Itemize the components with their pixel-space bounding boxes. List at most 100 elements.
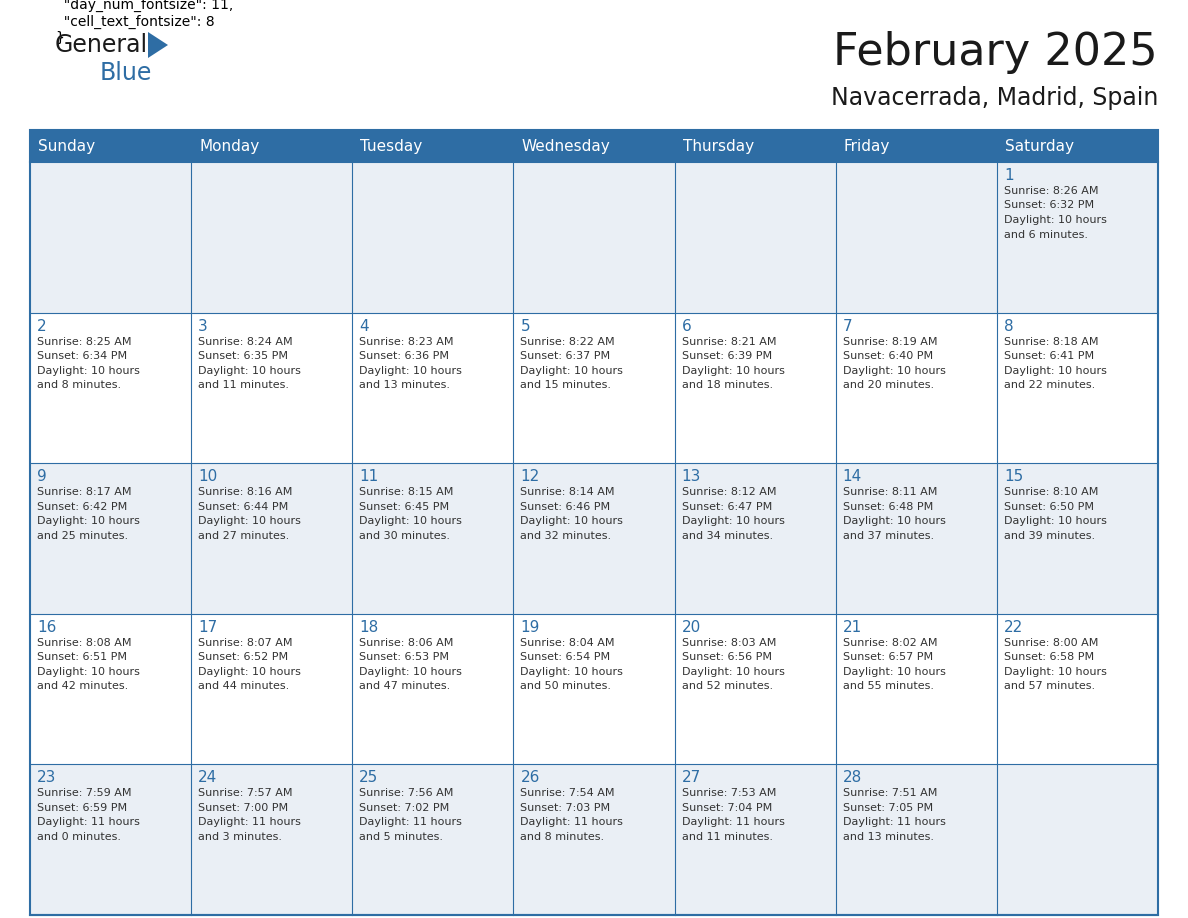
Text: Sunrise: 8:24 AM: Sunrise: 8:24 AM bbox=[198, 337, 292, 347]
Text: Daylight: 10 hours: Daylight: 10 hours bbox=[359, 365, 462, 375]
Text: and 5 minutes.: and 5 minutes. bbox=[359, 832, 443, 842]
Text: 28: 28 bbox=[842, 770, 862, 786]
Text: 12: 12 bbox=[520, 469, 539, 484]
Text: Sunrise: 8:10 AM: Sunrise: 8:10 AM bbox=[1004, 487, 1098, 498]
Text: 22: 22 bbox=[1004, 620, 1023, 635]
Text: Sunset: 6:50 PM: Sunset: 6:50 PM bbox=[1004, 502, 1094, 511]
Text: 6: 6 bbox=[682, 319, 691, 333]
Text: 24: 24 bbox=[198, 770, 217, 786]
Text: Sunrise: 8:26 AM: Sunrise: 8:26 AM bbox=[1004, 186, 1099, 196]
Bar bbox=[30, 464, 191, 614]
Text: 5: 5 bbox=[520, 319, 530, 333]
Text: Daylight: 11 hours: Daylight: 11 hours bbox=[198, 817, 301, 827]
Text: Daylight: 10 hours: Daylight: 10 hours bbox=[1004, 666, 1107, 677]
Text: Daylight: 11 hours: Daylight: 11 hours bbox=[520, 817, 624, 827]
Text: Sunset: 7:03 PM: Sunset: 7:03 PM bbox=[520, 803, 611, 813]
Bar bbox=[30, 313, 191, 464]
Bar bbox=[675, 313, 835, 464]
Text: 2: 2 bbox=[37, 319, 46, 333]
Text: Daylight: 10 hours: Daylight: 10 hours bbox=[520, 516, 624, 526]
Bar bbox=[353, 313, 513, 464]
Text: 18: 18 bbox=[359, 620, 379, 635]
Bar bbox=[835, 614, 997, 765]
Text: Sunset: 6:56 PM: Sunset: 6:56 PM bbox=[682, 653, 771, 662]
Bar bbox=[997, 130, 1158, 162]
Text: Daylight: 10 hours: Daylight: 10 hours bbox=[842, 365, 946, 375]
Text: Sunset: 6:51 PM: Sunset: 6:51 PM bbox=[37, 653, 127, 662]
Text: Friday: Friday bbox=[843, 139, 890, 153]
Text: 25: 25 bbox=[359, 770, 379, 786]
Bar bbox=[353, 464, 513, 614]
Text: Sunrise: 8:08 AM: Sunrise: 8:08 AM bbox=[37, 638, 132, 648]
Text: and 52 minutes.: and 52 minutes. bbox=[682, 681, 772, 691]
Text: Sunset: 6:32 PM: Sunset: 6:32 PM bbox=[1004, 200, 1094, 210]
Text: 3: 3 bbox=[198, 319, 208, 333]
Text: Sunrise: 7:53 AM: Sunrise: 7:53 AM bbox=[682, 789, 776, 799]
Text: Sunset: 6:34 PM: Sunset: 6:34 PM bbox=[37, 351, 127, 361]
Text: Sunrise: 8:03 AM: Sunrise: 8:03 AM bbox=[682, 638, 776, 648]
Text: and 6 minutes.: and 6 minutes. bbox=[1004, 230, 1088, 240]
Text: Sunset: 6:53 PM: Sunset: 6:53 PM bbox=[359, 653, 449, 662]
Text: 15: 15 bbox=[1004, 469, 1023, 484]
Text: Sunrise: 8:21 AM: Sunrise: 8:21 AM bbox=[682, 337, 776, 347]
Bar bbox=[30, 130, 1158, 915]
Text: and 11 minutes.: and 11 minutes. bbox=[198, 380, 289, 390]
Text: Daylight: 10 hours: Daylight: 10 hours bbox=[359, 666, 462, 677]
Text: and 50 minutes.: and 50 minutes. bbox=[520, 681, 612, 691]
Text: Daylight: 10 hours: Daylight: 10 hours bbox=[37, 666, 140, 677]
Bar bbox=[997, 614, 1158, 765]
Bar bbox=[513, 464, 675, 614]
Text: Thursday: Thursday bbox=[683, 139, 753, 153]
Text: Daylight: 11 hours: Daylight: 11 hours bbox=[842, 817, 946, 827]
Text: Sunrise: 8:17 AM: Sunrise: 8:17 AM bbox=[37, 487, 132, 498]
Text: Daylight: 10 hours: Daylight: 10 hours bbox=[1004, 365, 1107, 375]
Bar bbox=[191, 614, 353, 765]
Text: 7: 7 bbox=[842, 319, 852, 333]
Bar bbox=[191, 765, 353, 915]
Text: Sunset: 6:47 PM: Sunset: 6:47 PM bbox=[682, 502, 772, 511]
Text: and 55 minutes.: and 55 minutes. bbox=[842, 681, 934, 691]
Bar bbox=[191, 130, 353, 162]
Text: Sunrise: 7:51 AM: Sunrise: 7:51 AM bbox=[842, 789, 937, 799]
Text: and 8 minutes.: and 8 minutes. bbox=[37, 380, 121, 390]
Text: 16: 16 bbox=[37, 620, 56, 635]
Text: Sunset: 6:36 PM: Sunset: 6:36 PM bbox=[359, 351, 449, 361]
Text: Sunset: 6:59 PM: Sunset: 6:59 PM bbox=[37, 803, 127, 813]
Text: Navacerrada, Madrid, Spain: Navacerrada, Madrid, Spain bbox=[830, 86, 1158, 110]
Text: Daylight: 10 hours: Daylight: 10 hours bbox=[1004, 215, 1107, 225]
Text: Sunset: 6:48 PM: Sunset: 6:48 PM bbox=[842, 502, 933, 511]
Text: 9: 9 bbox=[37, 469, 46, 484]
Text: Blue: Blue bbox=[100, 61, 152, 85]
Bar bbox=[30, 162, 191, 313]
Bar bbox=[353, 765, 513, 915]
Text: Sunrise: 8:04 AM: Sunrise: 8:04 AM bbox=[520, 638, 615, 648]
Text: Sunrise: 7:56 AM: Sunrise: 7:56 AM bbox=[359, 789, 454, 799]
Text: Sunrise: 8:16 AM: Sunrise: 8:16 AM bbox=[198, 487, 292, 498]
Text: 19: 19 bbox=[520, 620, 539, 635]
Text: Daylight: 10 hours: Daylight: 10 hours bbox=[359, 516, 462, 526]
Text: {
  "title": "February 2025",
  "subtitle": "Navacerrada, Madrid, Spain",
  "hea: { "title": "February 2025", "subtitle": … bbox=[55, 0, 991, 61]
Text: Sunset: 7:04 PM: Sunset: 7:04 PM bbox=[682, 803, 772, 813]
Text: Sunrise: 8:22 AM: Sunrise: 8:22 AM bbox=[520, 337, 615, 347]
Text: and 57 minutes.: and 57 minutes. bbox=[1004, 681, 1095, 691]
Text: Sunrise: 8:14 AM: Sunrise: 8:14 AM bbox=[520, 487, 615, 498]
Text: 10: 10 bbox=[198, 469, 217, 484]
Text: Sunrise: 8:25 AM: Sunrise: 8:25 AM bbox=[37, 337, 132, 347]
Bar bbox=[835, 130, 997, 162]
Bar bbox=[835, 313, 997, 464]
Text: Daylight: 10 hours: Daylight: 10 hours bbox=[520, 666, 624, 677]
Text: and 27 minutes.: and 27 minutes. bbox=[198, 531, 290, 541]
Text: and 42 minutes.: and 42 minutes. bbox=[37, 681, 128, 691]
Bar bbox=[353, 162, 513, 313]
Text: Sunset: 6:41 PM: Sunset: 6:41 PM bbox=[1004, 351, 1094, 361]
Text: Daylight: 10 hours: Daylight: 10 hours bbox=[682, 666, 784, 677]
Text: Sunrise: 8:12 AM: Sunrise: 8:12 AM bbox=[682, 487, 776, 498]
Text: 27: 27 bbox=[682, 770, 701, 786]
Text: and 11 minutes.: and 11 minutes. bbox=[682, 832, 772, 842]
Text: Sunset: 7:00 PM: Sunset: 7:00 PM bbox=[198, 803, 289, 813]
Text: Sunset: 6:54 PM: Sunset: 6:54 PM bbox=[520, 653, 611, 662]
Text: and 13 minutes.: and 13 minutes. bbox=[359, 380, 450, 390]
Text: Sunset: 6:37 PM: Sunset: 6:37 PM bbox=[520, 351, 611, 361]
Bar bbox=[835, 162, 997, 313]
Bar bbox=[675, 614, 835, 765]
